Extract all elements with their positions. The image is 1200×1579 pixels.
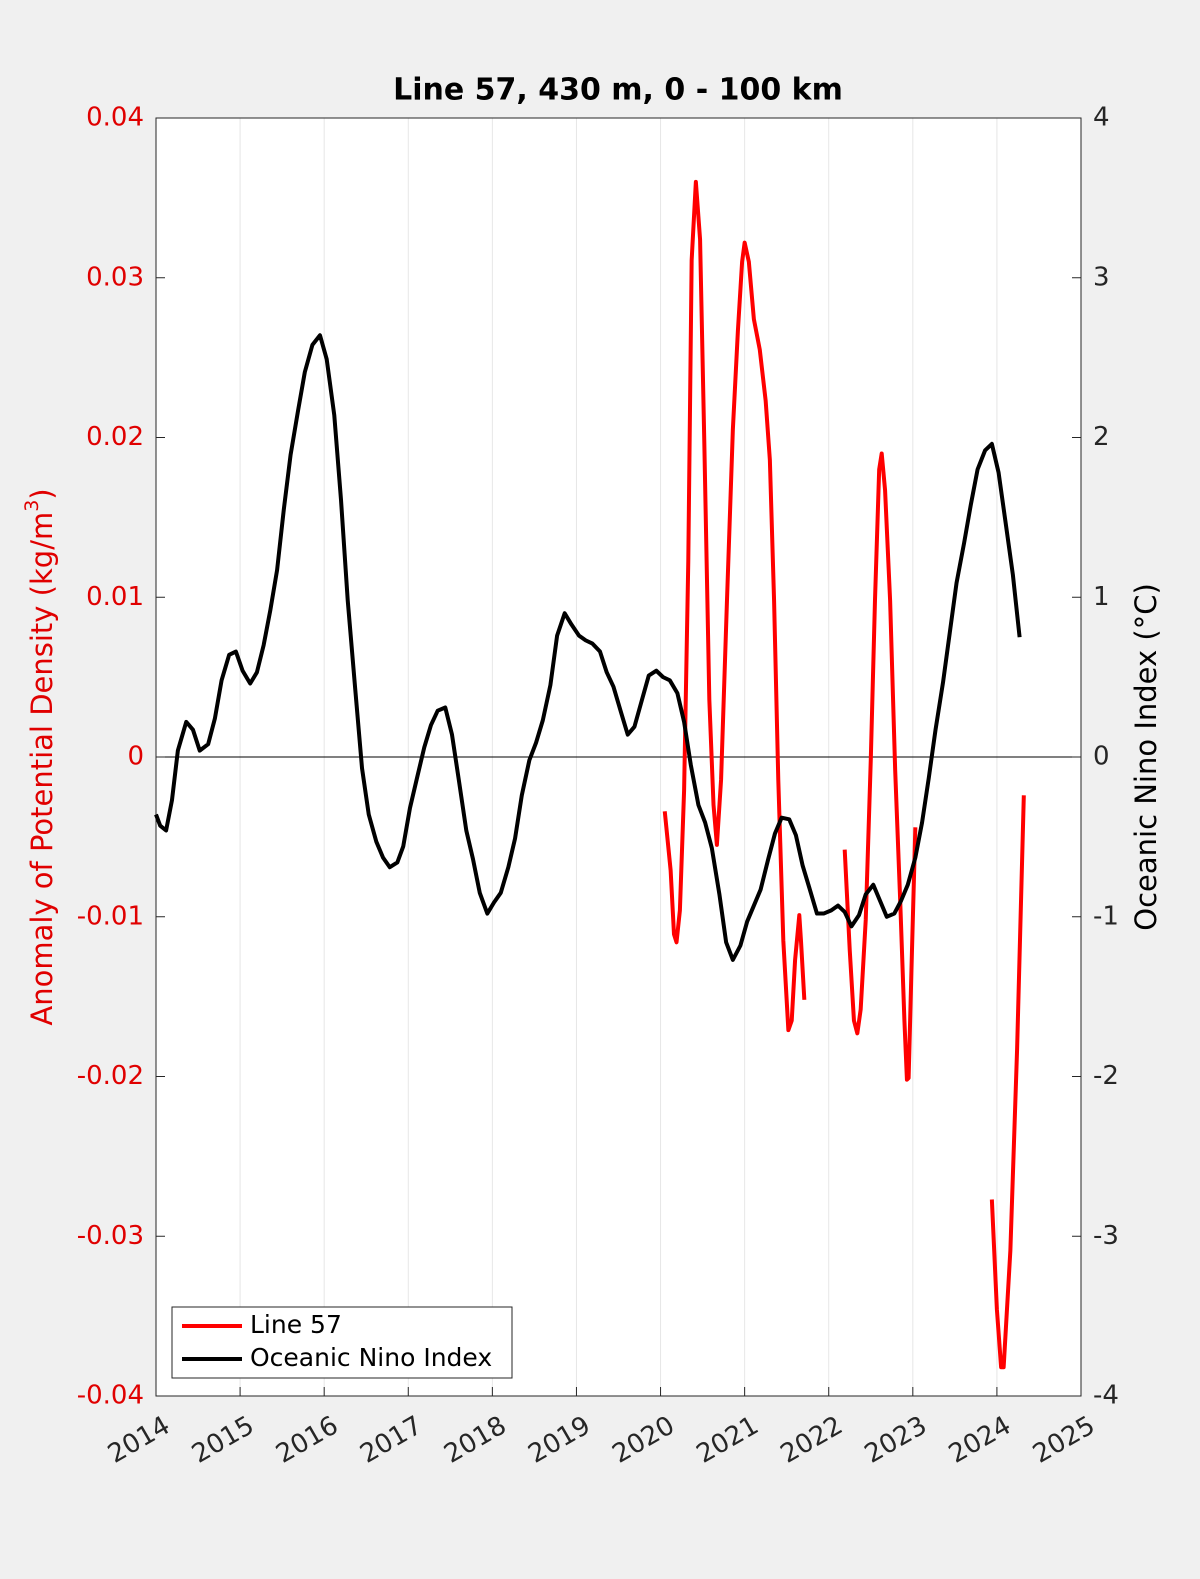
x-tick-label: 2018 <box>439 1411 511 1470</box>
x-tick-label: 2022 <box>776 1411 848 1470</box>
plot-frame <box>155 117 1082 1397</box>
y2-tick-label: 1 <box>1093 582 1110 612</box>
y-tick-label: 0 <box>127 742 144 772</box>
y-tick-label: 0.04 <box>86 103 144 133</box>
x-tick-label: 2016 <box>271 1411 343 1470</box>
data-line <box>662 179 1026 1370</box>
x-tick-label: 2015 <box>187 1411 259 1470</box>
legend-label: Line 57 <box>250 1310 342 1339</box>
x-tick-label: 2020 <box>607 1411 679 1470</box>
legend-label: Oceanic Nino Index <box>250 1343 492 1372</box>
y2-tick-label: -3 <box>1093 1221 1119 1251</box>
data-line <box>154 333 1022 962</box>
y-tick-label: -0.02 <box>77 1061 144 1091</box>
x-tick-label: 2021 <box>692 1411 764 1470</box>
x-tick-label: 2014 <box>103 1411 175 1470</box>
y-tick-label: 0.03 <box>86 262 144 292</box>
y-axis-label-text: Anomaly of Potential Density (kg/m <box>25 512 59 1026</box>
y-tick-label: 0.01 <box>86 582 144 612</box>
y-tick-label: -0.04 <box>77 1381 144 1411</box>
y2-tick-label: -4 <box>1093 1381 1119 1411</box>
y2-tick-label: -2 <box>1093 1061 1119 1091</box>
legend-box <box>171 1306 513 1379</box>
x-tick-label: 2017 <box>355 1411 427 1470</box>
y2-tick-label: 2 <box>1093 422 1110 452</box>
y2-tick-label: 0 <box>1093 742 1110 772</box>
y2-tick-label: 4 <box>1093 103 1110 133</box>
y-tick-label: -0.01 <box>77 901 144 931</box>
y-axis-label-end: ) <box>25 488 59 499</box>
y-axis-label-sup: 3 <box>21 500 43 512</box>
y2-tick-label: -1 <box>1093 901 1119 931</box>
y2-axis-label: Oceanic Nino Index (°C) <box>1129 583 1163 931</box>
y-tick-label: -0.03 <box>77 1221 144 1251</box>
chart-title: Line 57, 430 m, 0 - 100 km <box>393 73 843 108</box>
x-tick-label: 2019 <box>523 1411 595 1470</box>
y-tick-label: 0.02 <box>86 422 144 452</box>
legend: Line 57 Oceanic Nino Index <box>171 1306 513 1379</box>
y-axis-label: Anomaly of Potential Density (kg/m3) <box>21 488 60 1025</box>
x-tick-label: 2023 <box>860 1411 932 1470</box>
y2-tick-label: 3 <box>1093 262 1110 292</box>
x-tick-label: 2025 <box>1028 1411 1100 1470</box>
x-tick-label: 2024 <box>944 1411 1016 1470</box>
